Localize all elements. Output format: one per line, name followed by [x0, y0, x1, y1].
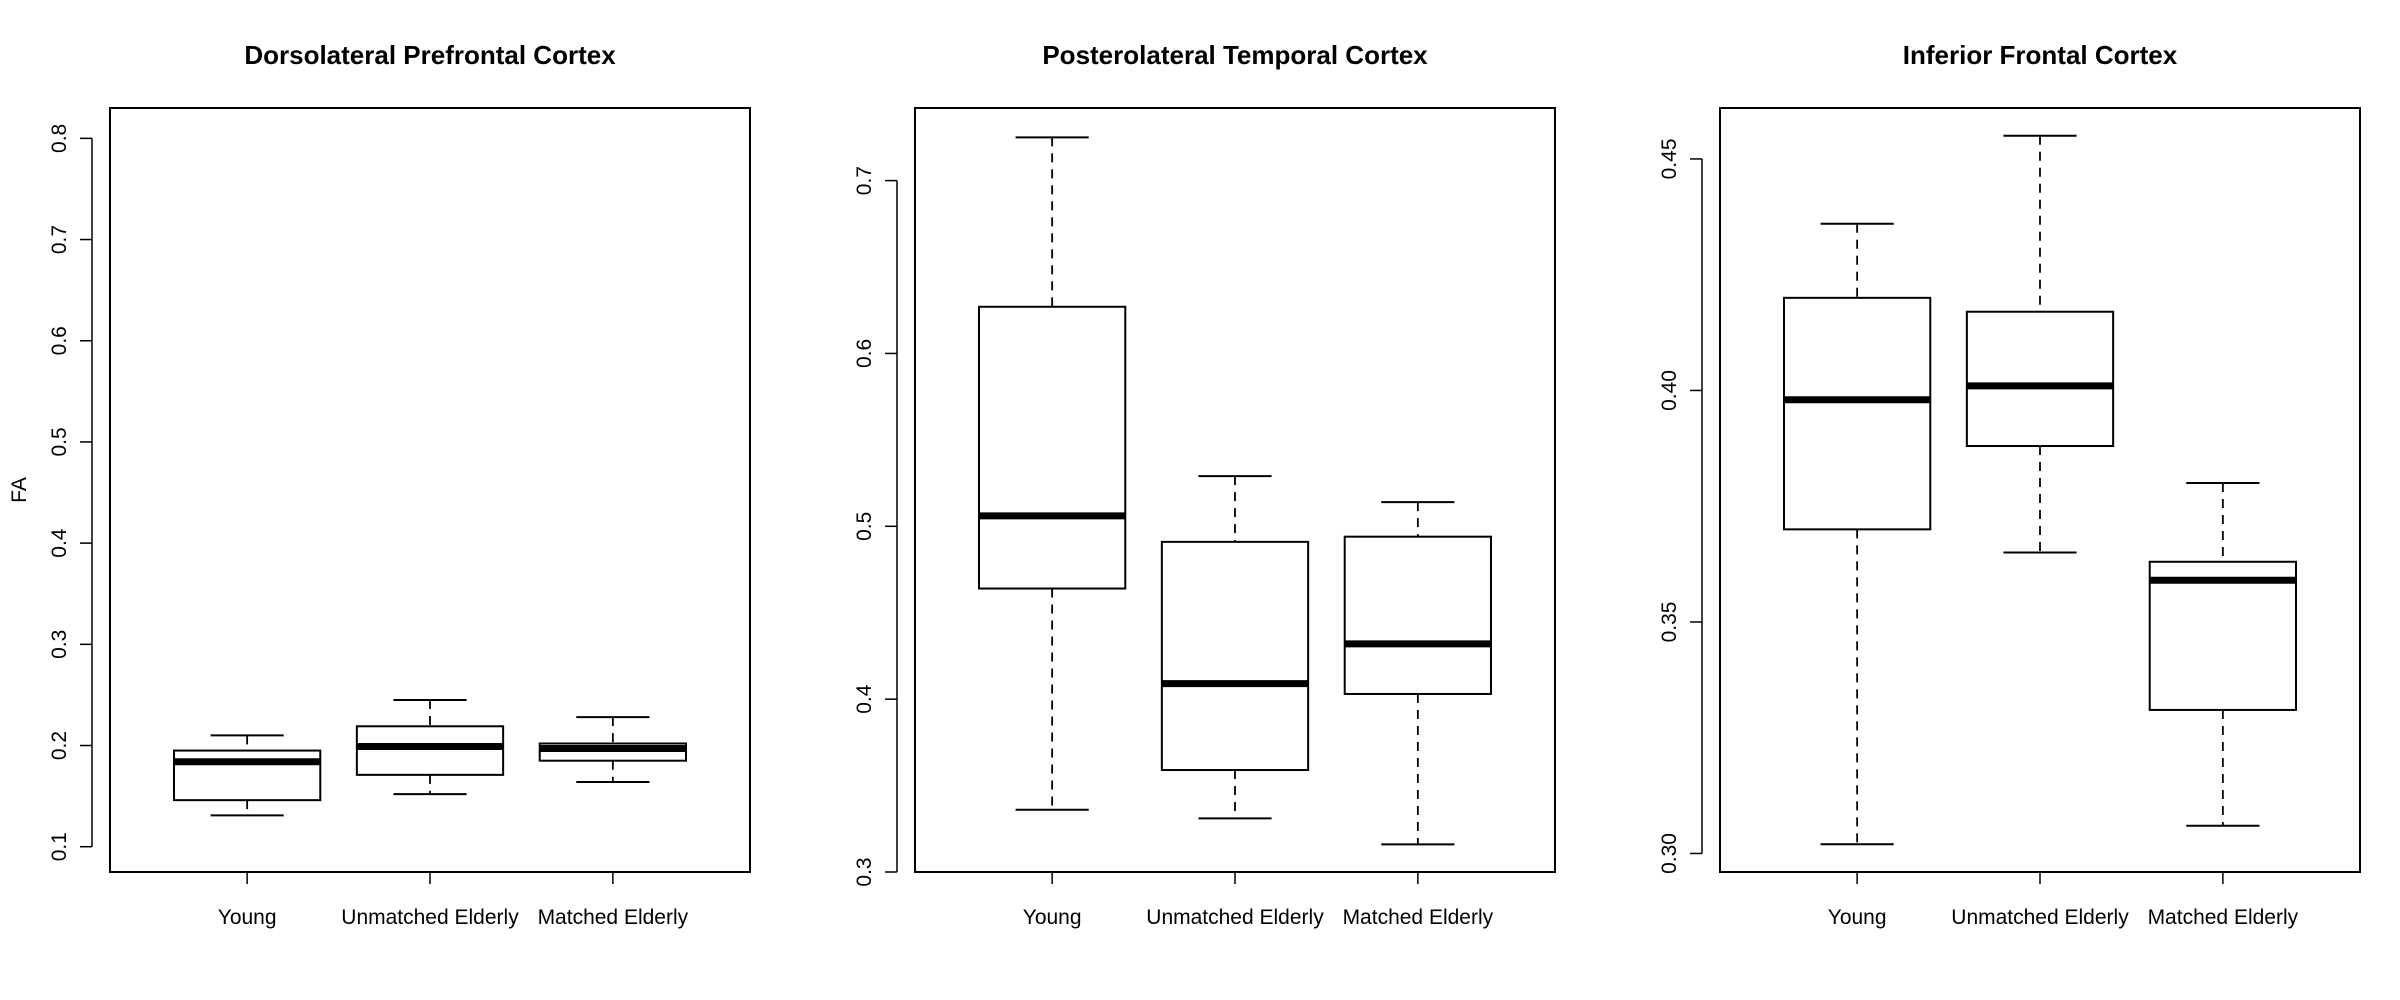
chart-title: Posterolateral Temporal Cortex: [1042, 40, 1428, 70]
box-iqr: [2148, 560, 2298, 711]
y-tick-label: 0.5: [853, 512, 876, 541]
y-tick-label: 0.7: [853, 166, 876, 195]
chart-title: Dorsolateral Prefrontal Cortex: [244, 40, 616, 70]
box-iqr: [1343, 535, 1492, 695]
x-tick-label: Unmatched Elderly: [341, 906, 519, 929]
y-tick-label: 0.3: [853, 857, 876, 886]
x-tick-label: Matched Elderly: [2148, 906, 2299, 929]
x-tick-label: Unmatched Elderly: [1146, 906, 1324, 929]
y-tick-label: 0.35: [1658, 602, 1681, 643]
y-tick-label: 0.5: [48, 427, 71, 456]
x-tick-label: Young: [1828, 906, 1887, 929]
y-tick-label: 0.7: [48, 225, 71, 254]
y-tick-label: 0.2: [48, 731, 71, 760]
y-tick-label: 0.4: [853, 684, 876, 714]
box-iqr: [1783, 296, 1932, 531]
y-tick-label: 0.3: [48, 630, 71, 659]
box-iqr: [173, 749, 322, 802]
y-tick-label: 0.30: [1658, 833, 1681, 874]
y-tick-label: 0.8: [48, 124, 71, 153]
x-tick-label: Young: [1023, 906, 1082, 929]
y-tick-label: 0.6: [853, 339, 876, 368]
box-iqr: [1160, 540, 1310, 772]
x-tick-label: Matched Elderly: [538, 906, 689, 929]
y-tick-label: 0.40: [1658, 370, 1681, 411]
x-tick-label: Young: [218, 906, 277, 929]
box-iqr: [355, 725, 505, 776]
y-tick-label: 0.4: [48, 528, 71, 558]
x-tick-label: Unmatched Elderly: [1951, 906, 2129, 929]
y-axis-label: FA: [8, 477, 31, 503]
box-iqr: [978, 305, 1127, 590]
box-iqr: [1965, 310, 2115, 448]
y-tick-label: 0.45: [1658, 138, 1681, 179]
y-tick-label: 0.6: [48, 326, 71, 355]
y-tick-label: 0.1: [48, 832, 71, 861]
chart-title: Inferior Frontal Cortex: [1903, 40, 2178, 70]
x-tick-label: Matched Elderly: [1343, 906, 1494, 929]
